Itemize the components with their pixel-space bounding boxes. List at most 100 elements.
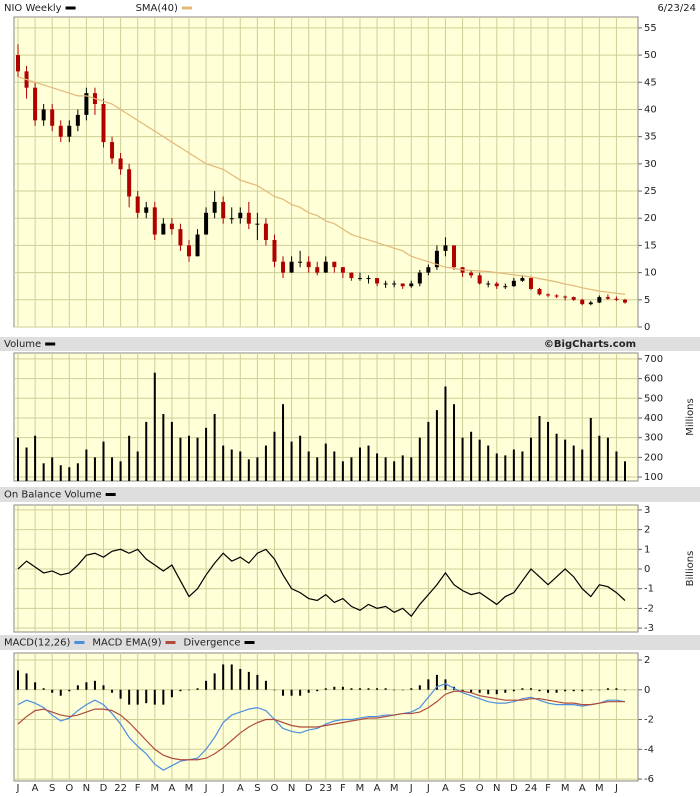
candle-body	[306, 261, 311, 268]
candle-body	[469, 272, 474, 276]
bar	[76, 463, 79, 481]
bar	[444, 386, 447, 481]
y-tick-label: 3	[644, 505, 650, 516]
x-tick-label: N	[288, 783, 295, 794]
bar	[93, 457, 96, 481]
y-tick-label: 500	[644, 393, 663, 404]
y-tick-label: 0	[644, 322, 650, 333]
y-tick-label: 15	[644, 240, 657, 251]
bar	[384, 457, 387, 481]
bar	[444, 679, 447, 690]
bar	[538, 689, 541, 692]
y-tick-label: 400	[644, 413, 663, 424]
bar	[521, 688, 524, 690]
bar	[324, 688, 327, 690]
bar	[624, 689, 626, 691]
bar	[25, 673, 28, 690]
bar	[547, 689, 550, 693]
candle-body	[221, 201, 226, 219]
candle-body	[127, 169, 132, 197]
candle-body	[494, 283, 499, 287]
candle-body	[144, 207, 149, 213]
bar	[68, 467, 71, 481]
y-tick-label: 10	[644, 268, 657, 279]
candle-body	[41, 109, 46, 121]
bar	[589, 417, 592, 481]
x-tick-label: S	[459, 783, 465, 794]
y-tick-label: 35	[644, 132, 657, 143]
candle-body	[212, 201, 217, 213]
x-tick-label: M	[185, 783, 194, 794]
bar	[307, 451, 310, 481]
x-tick-label: S	[49, 783, 55, 794]
candle-body	[178, 229, 183, 246]
bar	[529, 688, 532, 690]
candle-body	[366, 278, 371, 280]
bar	[76, 685, 79, 690]
candle-body	[357, 278, 362, 280]
bar	[136, 689, 139, 705]
candle-body	[67, 125, 72, 137]
series-line	[17, 690, 625, 761]
bar	[42, 463, 45, 481]
candle-body	[58, 125, 63, 137]
candle-body	[537, 288, 542, 295]
bar	[153, 372, 156, 481]
bar	[376, 688, 379, 690]
x-tick-label: D	[510, 783, 518, 794]
candle-body	[623, 299, 627, 303]
legend-label: NIO Weekly	[4, 3, 62, 14]
candle-body	[503, 286, 508, 288]
candle-body	[511, 280, 516, 287]
x-tick-label: M	[356, 783, 365, 794]
bar	[606, 437, 609, 481]
bar	[555, 433, 558, 481]
bar	[572, 445, 575, 481]
bar	[572, 689, 575, 692]
bar	[282, 689, 285, 696]
x-tick-label: 23	[319, 783, 332, 794]
candle-body	[315, 267, 320, 273]
x-tick-label: O	[476, 783, 484, 794]
header-bar	[0, 0, 700, 16]
bar	[170, 421, 173, 481]
legend-label: Volume	[4, 339, 41, 350]
legend-label: MACD(12,26)	[4, 638, 71, 649]
bar	[316, 457, 319, 481]
x-tick-label: J	[221, 783, 225, 794]
x-tick-label: M	[150, 783, 159, 794]
candle-body	[383, 283, 388, 285]
bar	[17, 437, 19, 481]
bar	[598, 689, 601, 691]
y-tick-label: 2	[644, 655, 650, 666]
candle-body	[486, 283, 491, 285]
x-tick-label: F	[340, 783, 346, 794]
candle-body	[281, 261, 286, 273]
x-tick-label: 22	[114, 783, 127, 794]
date-label: 6/23/24	[657, 3, 696, 14]
bar	[290, 689, 293, 696]
bar	[564, 689, 567, 692]
candle-body	[597, 297, 602, 303]
candle-body	[417, 272, 422, 284]
bar	[68, 689, 71, 692]
bar	[350, 688, 353, 690]
candle-body	[255, 223, 260, 225]
header-bar	[0, 337, 700, 351]
candle-body	[443, 245, 448, 251]
x-tick-label: M	[561, 783, 570, 794]
bar	[256, 674, 259, 690]
bar	[290, 441, 293, 481]
bar	[282, 404, 285, 481]
bar	[367, 445, 370, 481]
x-tick-label: D	[305, 783, 313, 794]
bar	[435, 410, 438, 481]
bar	[393, 689, 396, 691]
candle-body	[135, 196, 140, 213]
bar	[333, 686, 336, 690]
candle-body	[298, 261, 303, 263]
bar	[504, 689, 507, 693]
y-tick-label: 1	[644, 544, 650, 555]
bar	[273, 689, 276, 691]
bar	[51, 457, 54, 481]
